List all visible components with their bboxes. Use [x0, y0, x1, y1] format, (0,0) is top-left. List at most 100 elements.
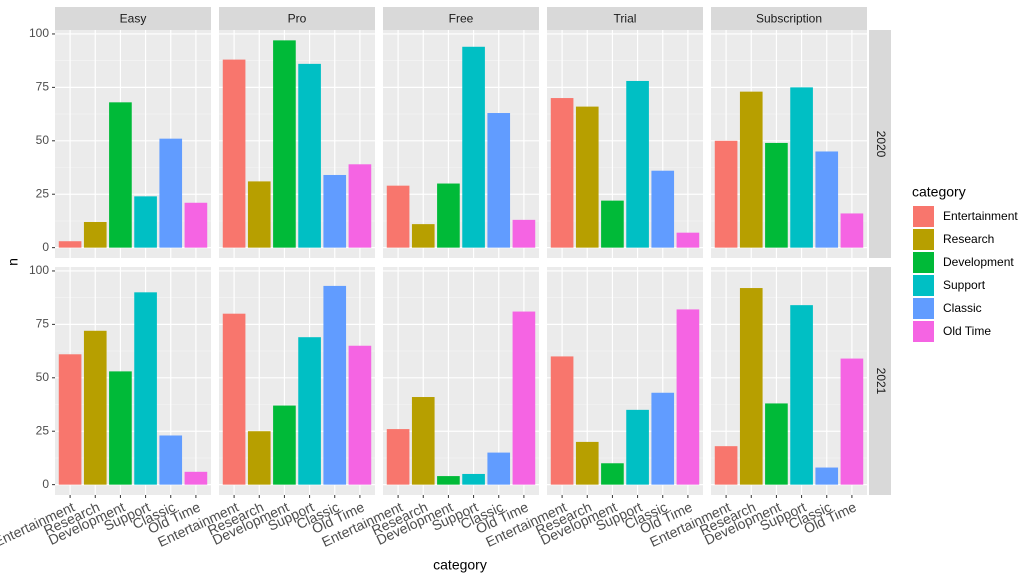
bar: [676, 232, 700, 248]
facet-strip: [711, 7, 867, 30]
bar: [222, 313, 246, 485]
bar: [58, 241, 82, 248]
bar: [437, 476, 460, 485]
bar: [765, 403, 788, 485]
bar: [550, 98, 574, 248]
bar: [512, 311, 536, 485]
bar: [184, 471, 208, 485]
bar: [184, 202, 208, 248]
bar: [462, 46, 485, 248]
bar: [273, 40, 296, 248]
bar: [487, 452, 511, 485]
bar: [83, 330, 107, 485]
bar: [298, 63, 321, 248]
bar: [714, 446, 738, 485]
bar: [247, 181, 271, 248]
legend-key: [913, 321, 934, 342]
facet-strip: [219, 7, 375, 30]
legend-label: Support: [943, 278, 986, 292]
bar: [487, 113, 511, 248]
bar: [651, 170, 675, 248]
bar: [348, 345, 372, 485]
bar: [739, 91, 763, 248]
bar: [840, 358, 864, 485]
bar: [739, 288, 763, 485]
facet-label: 2021: [874, 368, 888, 395]
bar: [462, 473, 485, 485]
facet-label: Free: [449, 12, 474, 26]
bar: [626, 80, 649, 248]
bar: [411, 397, 435, 485]
facet-label: Easy: [120, 12, 147, 26]
facet-label: Pro: [288, 12, 307, 26]
bar: [815, 467, 839, 485]
bar: [575, 441, 599, 485]
bar: [134, 292, 157, 485]
bar: [159, 435, 183, 485]
bar: [790, 305, 813, 485]
y-tick-label: 25: [36, 186, 50, 200]
bar: [273, 405, 296, 485]
bar: [790, 87, 813, 248]
bar: [222, 59, 246, 248]
bar: [386, 429, 410, 485]
bar: [109, 371, 132, 485]
bar: [840, 213, 864, 248]
facet-strip: [869, 267, 891, 495]
legend-key: [913, 206, 934, 227]
bar: [714, 140, 738, 248]
y-tick-label: 25: [36, 423, 50, 437]
bar: [437, 183, 460, 248]
y-axis-title: n: [5, 258, 21, 266]
bar: [323, 285, 347, 485]
bar: [411, 224, 435, 248]
legend-label: Research: [943, 232, 994, 246]
x-tick-label: Old Time: [801, 498, 859, 536]
bar: [247, 431, 271, 485]
y-tick-label: 100: [29, 263, 49, 277]
legend-label: Old Time: [943, 324, 991, 338]
facet-strip: [383, 7, 539, 30]
facet-label: Subscription: [756, 12, 822, 26]
x-axis-title: category: [433, 557, 487, 573]
legend-label: Development: [943, 255, 1014, 269]
bar: [109, 102, 132, 248]
bar: [601, 200, 624, 248]
bar: [348, 164, 372, 248]
y-tick-label: 75: [36, 317, 50, 331]
y-tick-label: 100: [29, 26, 49, 40]
y-tick-label: 0: [42, 240, 49, 254]
bar: [765, 142, 788, 248]
y-tick-label: 75: [36, 80, 50, 94]
bar: [815, 151, 839, 248]
y-tick-label: 50: [36, 133, 50, 147]
facet-strip: [55, 7, 211, 30]
bar: [575, 106, 599, 248]
facet-label: 2020: [874, 131, 888, 158]
legend-key: [913, 229, 934, 250]
bar: [83, 221, 107, 248]
legend-key: [913, 298, 934, 319]
y-tick-label: 50: [36, 370, 50, 384]
bar: [550, 356, 574, 485]
facet-strip: [869, 30, 891, 258]
bar: [323, 174, 347, 248]
bar: [58, 354, 82, 485]
bar: [298, 337, 321, 485]
legend-key: [913, 252, 934, 273]
bar: [159, 138, 183, 248]
facet-strip: [547, 7, 703, 30]
bar: [676, 309, 700, 485]
bar: [134, 196, 157, 248]
legend-title: category: [912, 184, 966, 200]
bar: [626, 409, 649, 485]
legend-label: Entertainment: [943, 209, 1018, 223]
legend-key: [913, 275, 934, 296]
y-tick-label: 0: [42, 477, 49, 491]
bar: [386, 185, 410, 248]
legend-label: Classic: [943, 301, 982, 315]
bar: [512, 219, 536, 248]
facet-label: Trial: [614, 12, 637, 26]
